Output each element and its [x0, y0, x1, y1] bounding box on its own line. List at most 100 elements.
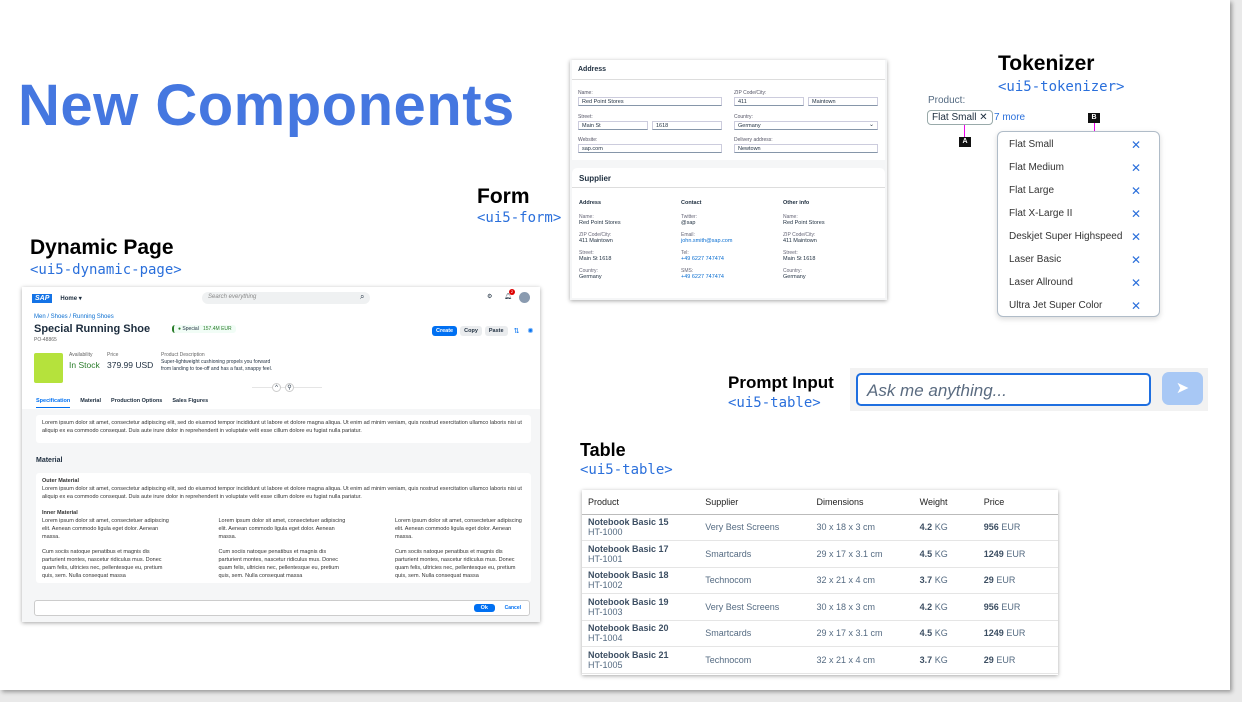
marker-a: A — [959, 137, 971, 147]
field-label: Twitter: — [681, 214, 698, 220]
avatar[interactable] — [519, 292, 530, 303]
table-row[interactable]: Notebook Basic 15 HT-1000 Very Best Scree… — [582, 514, 1058, 541]
create-button[interactable]: Create — [432, 326, 458, 336]
field-value: 411 Maintown — [783, 238, 817, 244]
column-header[interactable]: Product — [582, 490, 700, 515]
gear-icon[interactable]: ⚙ — [487, 294, 493, 300]
search-input[interactable]: Search everything — [202, 292, 370, 304]
country-select[interactable]: Germany — [734, 121, 878, 130]
column-header[interactable]: Supplier — [699, 490, 811, 515]
city-field[interactable]: Maintown — [808, 97, 878, 106]
close-icon[interactable]: ✕ — [979, 112, 988, 123]
tokenizer-tag: <ui5-tokenizer> — [998, 79, 1125, 95]
tab-sales-figures[interactable]: Sales Figures — [172, 398, 209, 404]
delivery-field[interactable]: Newtown — [734, 144, 878, 153]
more-link[interactable]: 7 more — [994, 112, 1026, 123]
dynamic-page-tag: <ui5-dynamic-page> — [30, 262, 182, 278]
field-label: ZIP Code/City: — [783, 232, 816, 238]
popover-item[interactable]: Flat Large ✕ — [1009, 183, 1141, 198]
number-field[interactable]: 1618 — [652, 121, 722, 130]
outer-material-title: Outer Material — [42, 478, 79, 484]
specification-panel: Lorem ipsum dolor sit amet, consectetur … — [36, 415, 531, 443]
popover-item[interactable]: Flat X-Large II ✕ — [1009, 206, 1141, 221]
close-icon[interactable]: ✕ — [1130, 160, 1141, 175]
material-heading: Material — [36, 457, 63, 464]
slide: New Components Dynamic Page <ui5-dynamic… — [0, 0, 1230, 690]
description-value: Super-lightweight cushioning propels you… — [161, 359, 273, 372]
popover-item[interactable]: Flat Medium ✕ — [1009, 160, 1141, 175]
address-title: Address — [578, 66, 607, 73]
column-header[interactable]: Price — [977, 490, 1058, 515]
token[interactable]: Flat Small ✕ — [927, 110, 993, 125]
paste-button[interactable]: Paste — [484, 326, 508, 336]
product-image — [34, 353, 63, 383]
product-label: Product: — [928, 95, 966, 106]
close-icon[interactable]: ✕ — [1130, 298, 1141, 313]
table-row[interactable]: Notebook Basic 20 HT-1004 Smartcards 29 x … — [582, 620, 1058, 647]
field-label: Country: — [579, 268, 598, 274]
prompt-input[interactable]: Ask me anything... — [856, 373, 1151, 406]
website-field[interactable]: sap.com — [578, 144, 722, 153]
table-row[interactable]: Notebook Basic 17 HT-1001 Smartcards 29 x … — [582, 540, 1058, 568]
table-row[interactable]: Notebook Basic 19 HT-1003 Very Best Scree… — [582, 593, 1058, 621]
copy-button[interactable]: Copy — [460, 326, 482, 336]
cancel-button[interactable]: Cancel — [504, 605, 521, 611]
popover-item[interactable]: Ultra Jet Super Color ✕ — [1009, 298, 1141, 313]
inner-material-title: Inner Material — [42, 510, 78, 516]
field-label: Name: — [579, 214, 594, 220]
column-header[interactable]: Dimensions — [810, 490, 914, 515]
sort-icon[interactable]: ⇅ — [513, 328, 520, 335]
close-icon[interactable]: ✕ — [1130, 206, 1141, 221]
send-button[interactable]: ➤ — [1162, 372, 1203, 405]
form-preview: Address Name: Red Point Stores ZIP Code/… — [570, 60, 887, 300]
supplier-column: Contact Twitter: @sap Email: john.smith@sap.… — [681, 200, 776, 286]
description-label: Product Description — [161, 352, 205, 358]
column-title: Contact — [681, 200, 702, 206]
collapse-header-button[interactable]: ^ — [272, 383, 281, 392]
material-panel: Outer Material Lorem ipsum dolor sit ame… — [36, 473, 531, 583]
zip-field[interactable]: 411 — [734, 97, 804, 106]
supplier-title: Supplier — [579, 174, 612, 183]
pin-icon[interactable]: ⚲ — [285, 383, 294, 392]
field-value: Germany — [783, 274, 806, 280]
ok-button[interactable]: Ok — [473, 604, 495, 612]
popover-item[interactable]: Flat Small ✕ — [1009, 137, 1141, 152]
breadcrumb[interactable]: Men / Shoes / Running Shoes — [34, 314, 114, 320]
popover-item[interactable]: Laser Basic ✕ — [1009, 252, 1141, 267]
tab-material[interactable]: Material — [80, 398, 102, 404]
settings-icon[interactable]: ✺ — [527, 328, 534, 335]
tokenizer-popover: Flat Small ✕ Flat Medium ✕ Flat Large ✕ Flat X… — [997, 131, 1160, 317]
close-icon[interactable]: ✕ — [1130, 275, 1141, 290]
table-row[interactable]: Notebook Basic 21 HT-1005 Technocom 32 x 2… — [582, 646, 1058, 674]
tab-bar: Specification Material Production Option… — [36, 398, 208, 408]
table-row[interactable]: Notebook Basic 18 HT-1002 Technocom 32 x 2… — [582, 567, 1058, 594]
field-label: SMS: — [681, 268, 694, 274]
tab-specification[interactable]: Specification — [36, 398, 71, 408]
footer-bar: Ok Cancel — [34, 600, 530, 616]
column-header[interactable]: Weight — [913, 490, 978, 515]
tab-production-options[interactable]: Production Options — [111, 398, 163, 404]
bell-icon[interactable]: 🔔︎ — [504, 294, 512, 300]
search-icon[interactable]: ⌕ — [360, 292, 365, 301]
subtitle: PO-48865 — [34, 337, 57, 343]
close-icon[interactable]: ✕ — [1130, 183, 1141, 198]
field-value: Red Point Stores — [579, 220, 621, 226]
close-icon[interactable]: ✕ — [1130, 252, 1141, 267]
close-icon[interactable]: ✕ — [1130, 137, 1141, 152]
close-icon[interactable]: ✕ — [1130, 229, 1141, 244]
column-title: Address — [579, 200, 602, 206]
notification-badge: 2 — [509, 289, 515, 295]
table-tag: <ui5-table> — [580, 462, 673, 478]
field-value: Germany — [579, 274, 602, 280]
field-value[interactable]: john.smith@sap.com — [681, 238, 733, 244]
home-menu[interactable]: Home ▾ — [60, 295, 82, 302]
field-value[interactable]: +49 6227 747474 — [681, 256, 724, 262]
popover-item[interactable]: Laser Allround ✕ — [1009, 275, 1141, 290]
street-field[interactable]: Main St — [578, 121, 648, 130]
name-field[interactable]: Red Point Stores — [578, 97, 722, 106]
outer-material-text: Lorem ipsum dolor sit amet, consectetur … — [42, 486, 522, 500]
field-value[interactable]: +49 6227 747474 — [681, 274, 724, 280]
sap-logo[interactable]: SAP — [32, 293, 53, 303]
popover-item[interactable]: Deskjet Super Highspeed ✕ — [1009, 229, 1141, 244]
field-label: Name: — [783, 214, 798, 220]
